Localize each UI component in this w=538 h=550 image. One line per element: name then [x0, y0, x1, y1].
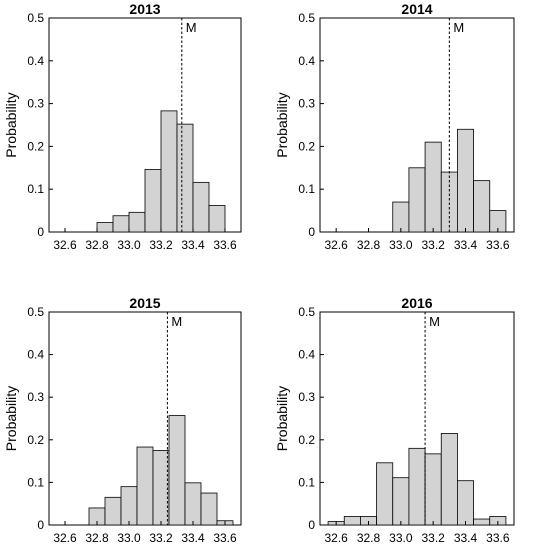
y-tick-label: 0.1	[27, 475, 44, 489]
histogram-bar	[208, 205, 226, 233]
histogram-bar	[343, 516, 361, 526]
x-tick-label: 33.2	[421, 238, 445, 252]
x-tick-label: 32.6	[324, 238, 348, 252]
histogram-bar	[160, 110, 178, 233]
x-tick-label: 33.4	[181, 238, 205, 252]
chart-panel-2015: M 32.6 32.8 33.0 33.2 33.4 33.6 0 0.1 0.2 0.3 0.4 0.…	[3, 295, 242, 545]
histogram-bar	[473, 518, 491, 526]
y-tick-label: 0.1	[298, 182, 315, 196]
x-tick-label: 32.6	[324, 531, 348, 545]
x-tick-label: 32.6	[53, 238, 77, 252]
histogram-bar	[424, 141, 442, 233]
x-tick-label: 32.8	[85, 531, 109, 545]
histogram-bar	[112, 215, 130, 233]
histogram-bar	[200, 492, 218, 526]
y-tick-label: 0.4	[298, 348, 315, 362]
y-tick-label: 0.3	[298, 97, 315, 111]
x-tick-label: 33.2	[149, 238, 173, 252]
x-tick-label: 32.8	[85, 238, 109, 252]
y-axis-label: Probability	[3, 92, 19, 157]
histogram-bar	[152, 450, 170, 526]
x-tick-label: 33.6	[213, 238, 237, 252]
mean-label: M	[186, 20, 197, 35]
chart-title: 2013	[129, 1, 160, 17]
histogram-bar	[376, 462, 394, 526]
histogram-bar	[424, 453, 442, 526]
chart-panel-2016: M 32.6 32.8 33.0 33.2 33.4 33.6 0 0.1 0.2 0.3 0.4 0.…	[274, 295, 515, 545]
mean-label: M	[429, 314, 440, 329]
histogram-bar	[176, 123, 194, 233]
y-tick-label: 0	[308, 225, 315, 239]
histogram-bar	[457, 480, 474, 526]
histogram-bar	[408, 447, 426, 526]
histogram-bar	[184, 482, 202, 526]
histogram-bar	[408, 167, 426, 233]
chart-title: 2016	[401, 295, 432, 311]
chart-panel-2014: M 32.6 32.8 33.0 33.2 33.4 33.6 0 0.1 0.2 0.3 0.4 0.…	[274, 1, 515, 252]
y-tick-label: 0.4	[298, 54, 315, 68]
histogram-bar	[440, 433, 458, 526]
x-tick-label: 33.6	[486, 531, 510, 545]
chart-panel-2013: M 32.6 32.8 33.0 33.2 33.4 33.6 0 0.1 0.2 0.3 0.4 0.…	[3, 1, 242, 252]
x-tick-label: 32.6	[53, 531, 77, 545]
mean-label: M	[453, 20, 464, 35]
x-tick-label: 33.0	[389, 238, 413, 252]
y-tick-label: 0.2	[27, 433, 44, 447]
chart-title: 2015	[129, 295, 160, 311]
y-axis-label: Probability	[3, 386, 19, 451]
x-tick-label: 33.2	[421, 531, 445, 545]
histogram-bar	[136, 446, 154, 526]
x-tick-label: 33.6	[486, 238, 510, 252]
y-tick-label: 0.5	[27, 305, 44, 319]
histogram-bar	[128, 211, 146, 233]
y-tick-label: 0.1	[298, 475, 315, 489]
x-tick-label: 33.6	[213, 531, 237, 545]
y-tick-label: 0	[308, 518, 315, 532]
histogram-bar	[457, 128, 474, 233]
chart-title: 2014	[401, 1, 432, 17]
histogram-bar	[96, 222, 114, 233]
x-tick-label: 33.0	[389, 531, 413, 545]
histogram-bar	[392, 477, 410, 526]
y-tick-label: 0.2	[298, 433, 315, 447]
histogram-bar	[144, 169, 162, 233]
x-tick-label: 33.4	[454, 238, 478, 252]
x-tick-label: 33.0	[117, 238, 141, 252]
histogram-bar	[473, 180, 491, 233]
y-tick-label: 0.2	[27, 139, 44, 153]
mean-label: M	[171, 314, 182, 329]
y-tick-label: 0.4	[27, 348, 44, 362]
y-tick-label: 0.1	[27, 182, 44, 196]
y-tick-label: 0.3	[27, 390, 44, 404]
x-tick-label: 33.0	[117, 531, 141, 545]
histogram-bar	[168, 415, 186, 526]
y-axis-label: Probability	[274, 92, 290, 157]
x-tick-label: 33.4	[454, 531, 478, 545]
x-tick-label: 32.8	[357, 531, 381, 545]
y-tick-label: 0	[37, 225, 44, 239]
histogram-bar	[192, 181, 210, 233]
x-tick-label: 32.8	[357, 238, 381, 252]
histogram-bar	[120, 486, 138, 526]
y-tick-label: 0.4	[27, 54, 44, 68]
x-tick-label: 33.4	[181, 531, 205, 545]
y-tick-label: 0.3	[27, 97, 44, 111]
y-tick-label: 0.5	[298, 11, 315, 25]
y-tick-label: 0	[37, 518, 44, 532]
y-tick-label: 0.3	[298, 390, 315, 404]
x-tick-label: 33.2	[149, 531, 173, 545]
histogram-bar	[392, 201, 410, 233]
y-tick-label: 0.5	[27, 11, 44, 25]
histogram-bar	[104, 496, 122, 526]
y-tick-label: 0.2	[298, 139, 315, 153]
y-axis-label: Probability	[274, 386, 290, 451]
y-tick-label: 0.5	[298, 305, 315, 319]
